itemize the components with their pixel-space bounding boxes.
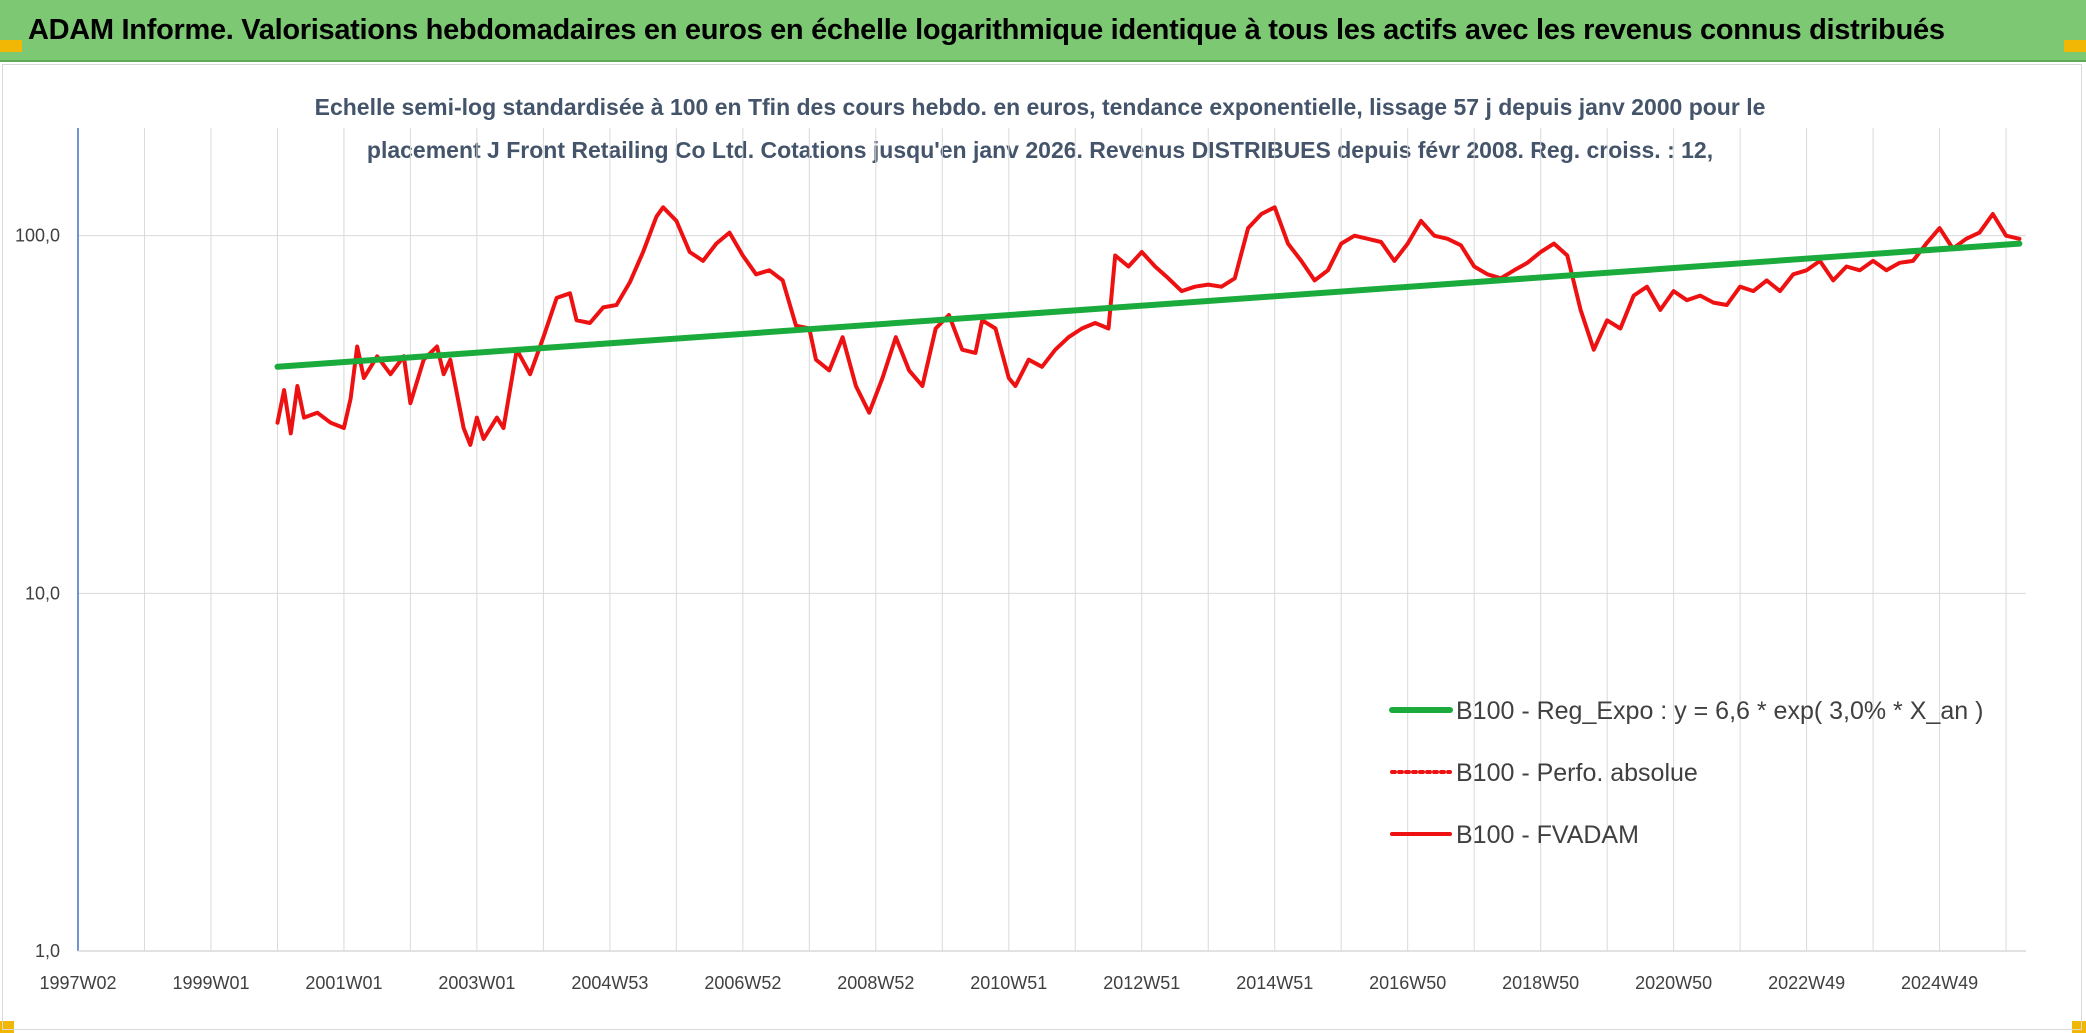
corner-accent-bottom-left xyxy=(0,1021,14,1033)
report-title: ADAM Informe. Valorisations hebdomadaire… xyxy=(28,13,1945,46)
x-axis-tick-labels: 1997W02 1999W01 2001W01 2003W01 2004W53 2006W… xyxy=(39,973,1978,993)
x-tick-label: 2012W51 xyxy=(1103,973,1180,993)
chart-frame xyxy=(2,64,2082,1030)
chart-subtitle: Echelle semi-log standardisée à 100 en T… xyxy=(315,94,1766,163)
x-tick-label: 2004W53 xyxy=(571,973,648,993)
legend-label-1: B100 - Perfo. absolue xyxy=(1456,759,1698,787)
legend-label-0: B100 - Reg_Expo : y = 6,6 * exp( 3,0% * … xyxy=(1456,697,1983,725)
corner-accent-left xyxy=(0,40,22,52)
x-tick-label: 2024W49 xyxy=(1901,973,1978,993)
chart-subtitle-line-1: Echelle semi-log standardisée à 100 en T… xyxy=(315,94,1766,120)
gridlines xyxy=(77,128,2026,952)
x-tick-label: 2020W50 xyxy=(1635,973,1712,993)
chart-subtitle-line-2: placement J Front Retailing Co Ltd. Cota… xyxy=(367,137,1713,163)
y-axis-tick-labels: 1,0 10,0 100,0 xyxy=(15,226,60,961)
x-tick-label: 2003W01 xyxy=(438,973,515,993)
x-tick-label: 2008W52 xyxy=(837,973,914,993)
x-tick-label: 2022W49 xyxy=(1768,973,1845,993)
y-tick-label: 1,0 xyxy=(35,941,60,961)
report-banner: ADAM Informe. Valorisations hebdomadaire… xyxy=(0,0,2086,62)
axes xyxy=(77,128,2026,952)
legend-label-2: B100 - FVADAM xyxy=(1456,821,1639,849)
x-tick-label: 2016W50 xyxy=(1369,973,1446,993)
x-tick-label: 2010W51 xyxy=(970,973,1047,993)
corner-accent-bottom-right xyxy=(2072,1021,2086,1033)
x-tick-label: 2001W01 xyxy=(305,973,382,993)
y-tick-label: 10,0 xyxy=(25,583,60,603)
x-tick-label: 2014W51 xyxy=(1236,973,1313,993)
legend: B100 - Reg_Expo : y = 6,6 * exp( 3,0% * … xyxy=(1389,697,1983,849)
x-tick-label: 1999W01 xyxy=(172,973,249,993)
series-layer xyxy=(274,205,2023,447)
x-tick-label: 2006W52 xyxy=(704,973,781,993)
series-line-0 xyxy=(274,240,2023,370)
x-tick-label: 1997W02 xyxy=(39,973,116,993)
series-line-2 xyxy=(275,205,2022,447)
y-tick-label: 100,0 xyxy=(15,226,60,246)
x-tick-label: 2018W50 xyxy=(1502,973,1579,993)
corner-accent-right xyxy=(2064,40,2086,52)
